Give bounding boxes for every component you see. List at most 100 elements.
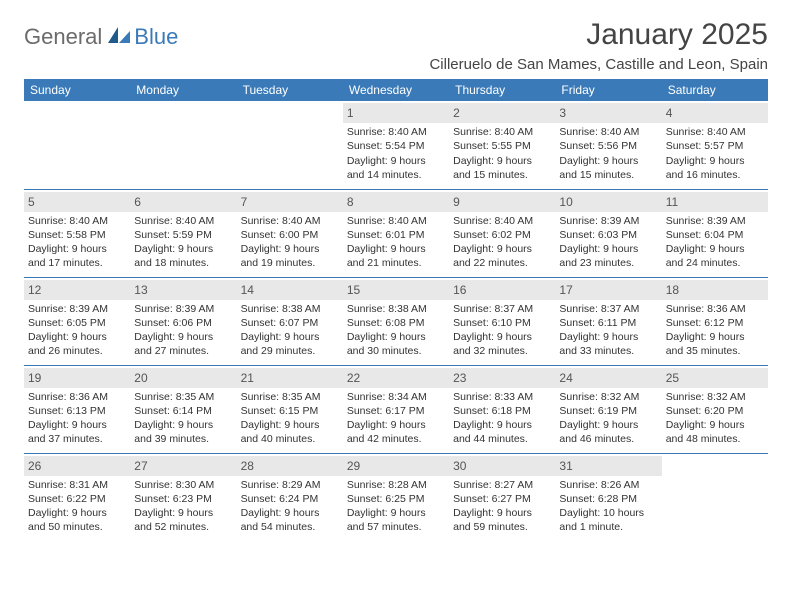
daylight-text: Daylight: 9 hours and 57 minutes. <box>347 506 445 534</box>
daylight-text: Daylight: 9 hours and 54 minutes. <box>241 506 339 534</box>
calendar-cell: 6Sunrise: 8:40 AMSunset: 5:59 PMDaylight… <box>130 189 236 277</box>
sunset-text: Sunset: 6:18 PM <box>453 404 551 418</box>
day-number: 5 <box>24 192 130 212</box>
calendar-cell: 1Sunrise: 8:40 AMSunset: 5:54 PMDaylight… <box>343 101 449 189</box>
logo-text-general: General <box>24 24 102 50</box>
calendar-cell: 5Sunrise: 8:40 AMSunset: 5:58 PMDaylight… <box>24 189 130 277</box>
title-block: January 2025 Cilleruelo de San Mames, Ca… <box>429 18 768 73</box>
day-details: Sunrise: 8:40 AMSunset: 6:00 PMDaylight:… <box>241 214 339 271</box>
calendar-cell: 17Sunrise: 8:37 AMSunset: 6:11 PMDayligh… <box>555 277 661 365</box>
sunrise-text: Sunrise: 8:29 AM <box>241 478 339 492</box>
day-number: 15 <box>343 280 449 300</box>
day-number: 9 <box>449 192 555 212</box>
sunset-text: Sunset: 6:02 PM <box>453 228 551 242</box>
sunrise-text: Sunrise: 8:38 AM <box>347 302 445 316</box>
daylight-text: Daylight: 9 hours and 18 minutes. <box>134 242 232 270</box>
daylight-text: Daylight: 9 hours and 15 minutes. <box>453 154 551 182</box>
calendar-cell: 3Sunrise: 8:40 AMSunset: 5:56 PMDaylight… <box>555 101 661 189</box>
sunrise-text: Sunrise: 8:40 AM <box>347 214 445 228</box>
daylight-text: Daylight: 9 hours and 16 minutes. <box>666 154 764 182</box>
calendar-cell: 10Sunrise: 8:39 AMSunset: 6:03 PMDayligh… <box>555 189 661 277</box>
sunset-text: Sunset: 6:13 PM <box>28 404 126 418</box>
daylight-text: Daylight: 9 hours and 50 minutes. <box>28 506 126 534</box>
sunrise-text: Sunrise: 8:40 AM <box>134 214 232 228</box>
day-number: 14 <box>237 280 343 300</box>
day-number: 16 <box>449 280 555 300</box>
daylight-text: Daylight: 9 hours and 35 minutes. <box>666 330 764 358</box>
daylight-text: Daylight: 9 hours and 46 minutes. <box>559 418 657 446</box>
sunrise-text: Sunrise: 8:26 AM <box>559 478 657 492</box>
weekday-header: Friday <box>555 79 661 101</box>
daylight-text: Daylight: 9 hours and 24 minutes. <box>666 242 764 270</box>
calendar-cell: 26Sunrise: 8:31 AMSunset: 6:22 PMDayligh… <box>24 453 130 541</box>
daylight-text: Daylight: 9 hours and 19 minutes. <box>241 242 339 270</box>
daylight-text: Daylight: 9 hours and 40 minutes. <box>241 418 339 446</box>
sunset-text: Sunset: 6:20 PM <box>666 404 764 418</box>
daylight-text: Daylight: 9 hours and 39 minutes. <box>134 418 232 446</box>
calendar-cell: 24Sunrise: 8:32 AMSunset: 6:19 PMDayligh… <box>555 365 661 453</box>
day-details: Sunrise: 8:40 AMSunset: 5:57 PMDaylight:… <box>666 125 764 182</box>
sunrise-text: Sunrise: 8:36 AM <box>666 302 764 316</box>
calendar-row: 26Sunrise: 8:31 AMSunset: 6:22 PMDayligh… <box>24 453 768 541</box>
day-number: 31 <box>555 456 661 476</box>
day-number: 28 <box>237 456 343 476</box>
sunrise-text: Sunrise: 8:40 AM <box>453 125 551 139</box>
sunset-text: Sunset: 6:24 PM <box>241 492 339 506</box>
sunrise-text: Sunrise: 8:32 AM <box>559 390 657 404</box>
daylight-text: Daylight: 10 hours and 1 minute. <box>559 506 657 534</box>
day-details: Sunrise: 8:38 AMSunset: 6:08 PMDaylight:… <box>347 302 445 359</box>
day-details: Sunrise: 8:39 AMSunset: 6:03 PMDaylight:… <box>559 214 657 271</box>
sunrise-text: Sunrise: 8:40 AM <box>347 125 445 139</box>
calendar-cell: 30Sunrise: 8:27 AMSunset: 6:27 PMDayligh… <box>449 453 555 541</box>
calendar-cell: . <box>237 101 343 189</box>
sunset-text: Sunset: 6:14 PM <box>134 404 232 418</box>
day-number: 1 <box>343 103 449 123</box>
sunrise-text: Sunrise: 8:40 AM <box>241 214 339 228</box>
calendar-table: Sunday Monday Tuesday Wednesday Thursday… <box>24 79 768 541</box>
sunrise-text: Sunrise: 8:40 AM <box>453 214 551 228</box>
day-details: Sunrise: 8:40 AMSunset: 5:58 PMDaylight:… <box>28 214 126 271</box>
calendar-cell: 8Sunrise: 8:40 AMSunset: 6:01 PMDaylight… <box>343 189 449 277</box>
sunset-text: Sunset: 6:12 PM <box>666 316 764 330</box>
calendar-cell: 28 Sunrise: 8:29 AMSunset: 6:24 PMDayligh… <box>237 453 343 541</box>
sunrise-text: Sunrise: 8:38 AM <box>241 302 339 316</box>
calendar-cell: 29Sunrise: 8:28 AMSunset: 6:25 PMDayligh… <box>343 453 449 541</box>
day-number: 21 <box>237 368 343 388</box>
sunrise-text: Sunrise: 8:30 AM <box>134 478 232 492</box>
day-number: 8 <box>343 192 449 212</box>
day-number: 3 <box>555 103 661 123</box>
sunset-text: Sunset: 6:27 PM <box>453 492 551 506</box>
daylight-text: Daylight: 9 hours and 26 minutes. <box>28 330 126 358</box>
weekday-header: Tuesday <box>237 79 343 101</box>
daylight-text: Daylight: 9 hours and 15 minutes. <box>559 154 657 182</box>
calendar-cell: 14Sunrise: 8:38 AMSunset: 6:07 PMDayligh… <box>237 277 343 365</box>
day-details: Sunrise: 8:40 AMSunset: 5:56 PMDaylight:… <box>559 125 657 182</box>
sunset-text: Sunset: 6:11 PM <box>559 316 657 330</box>
calendar-cell: 22Sunrise: 8:34 AMSunset: 6:17 PMDayligh… <box>343 365 449 453</box>
sunrise-text: Sunrise: 8:27 AM <box>453 478 551 492</box>
sunrise-text: Sunrise: 8:28 AM <box>347 478 445 492</box>
calendar-cell: . <box>130 101 236 189</box>
day-number: 30 <box>449 456 555 476</box>
day-number: 24 <box>555 368 661 388</box>
sunrise-text: Sunrise: 8:31 AM <box>28 478 126 492</box>
daylight-text: Daylight: 9 hours and 32 minutes. <box>453 330 551 358</box>
sunset-text: Sunset: 6:07 PM <box>241 316 339 330</box>
header: General Blue January 2025 Cilleruelo de … <box>24 18 768 73</box>
day-number: 22 <box>343 368 449 388</box>
sunrise-text: Sunrise: 8:39 AM <box>134 302 232 316</box>
day-details: Sunrise: 8:33 AMSunset: 6:18 PMDaylight:… <box>453 390 551 447</box>
day-details: Sunrise: 8:39 AMSunset: 6:04 PMDaylight:… <box>666 214 764 271</box>
sunset-text: Sunset: 6:10 PM <box>453 316 551 330</box>
daylight-text: Daylight: 9 hours and 37 minutes. <box>28 418 126 446</box>
sunset-text: Sunset: 6:17 PM <box>347 404 445 418</box>
weekday-header-row: Sunday Monday Tuesday Wednesday Thursday… <box>24 79 768 101</box>
calendar-cell: 27Sunrise: 8:30 AMSunset: 6:23 PMDayligh… <box>130 453 236 541</box>
calendar-cell: 4Sunrise: 8:40 AMSunset: 5:57 PMDaylight… <box>662 101 768 189</box>
day-number: 20 <box>130 368 236 388</box>
sunrise-text: Sunrise: 8:32 AM <box>666 390 764 404</box>
calendar-cell: 25Sunrise: 8:32 AMSunset: 6:20 PMDayligh… <box>662 365 768 453</box>
day-details: Sunrise: 8:39 AMSunset: 6:06 PMDaylight:… <box>134 302 232 359</box>
sunrise-text: Sunrise: 8:40 AM <box>666 125 764 139</box>
day-number: 25 <box>662 368 768 388</box>
